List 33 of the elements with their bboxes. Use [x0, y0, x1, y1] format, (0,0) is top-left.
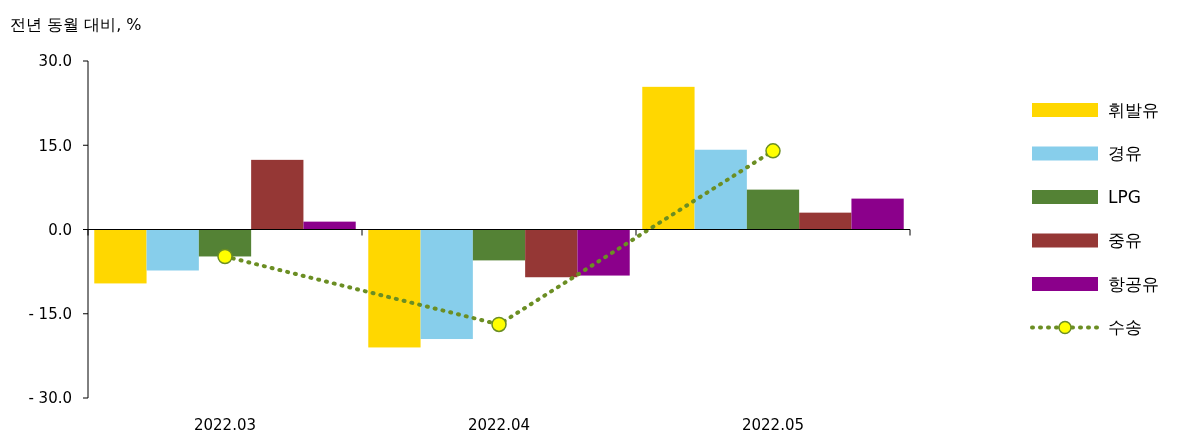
x-tick-label: 2022.03 — [193, 416, 257, 434]
legend-label: 중유 — [1108, 230, 1142, 251]
bar — [851, 198, 904, 230]
bar — [420, 229, 473, 340]
bar — [577, 229, 630, 276]
bar — [94, 229, 147, 284]
y-tick-label: 15.0 — [38, 136, 72, 155]
bar — [472, 229, 526, 261]
bar — [303, 221, 356, 230]
bar — [525, 229, 578, 278]
y-tick-label: - 30.0 — [28, 389, 72, 408]
bar — [694, 149, 747, 230]
bar — [642, 86, 695, 230]
bar — [251, 159, 304, 230]
x-tick-label: 2022.05 — [741, 416, 805, 434]
legend-label: 항공유 — [1108, 273, 1159, 294]
y-axis-title: 전년 동월 대비, % — [10, 15, 142, 34]
x-tick-label: 2022.04 — [467, 416, 531, 434]
legend-label: 경유 — [1108, 143, 1142, 164]
bar — [799, 212, 852, 230]
point — [765, 143, 781, 159]
y-tick-label: 0.0 — [48, 220, 72, 239]
bar — [368, 229, 421, 348]
legend-label: 수송 — [1108, 317, 1142, 338]
y-tick-label: 30.0 — [38, 52, 72, 71]
legend-label: LPG — [1108, 186, 1141, 207]
point — [491, 316, 507, 333]
bar — [146, 229, 199, 271]
point — [217, 248, 233, 265]
y-tick-label: - 15.0 — [28, 305, 72, 323]
bar — [746, 189, 800, 230]
bar — [198, 229, 252, 257]
legend-label: 휘발유 — [1108, 99, 1159, 120]
